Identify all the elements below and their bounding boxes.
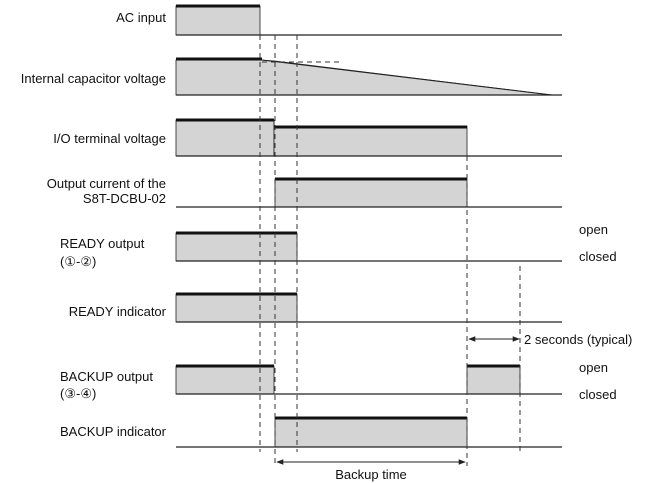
ac-input-waveform: [175, 4, 562, 36]
ready-output-label-2: (①-②): [60, 254, 96, 269]
capacitor-voltage-label: Internal capacitor voltage: [21, 71, 166, 86]
delay-label: 2 seconds (typical): [524, 332, 632, 347]
ready-closed-label: closed: [579, 249, 617, 264]
ready-output-waveform: [175, 231, 562, 262]
backup-closed-label: closed: [579, 387, 617, 402]
capacitor-voltage-waveform: [175, 57, 562, 96]
timing-markers: [259, 35, 521, 466]
ac-input-label: AC input: [116, 10, 166, 25]
backup-output-label-2: (③-④): [60, 386, 96, 401]
output-current-label-1: Output current of the: [47, 176, 166, 191]
ready-open-label: open: [579, 222, 608, 237]
backup-indicator-label: BACKUP indicator: [60, 424, 167, 439]
io-voltage-label: I/O terminal voltage: [53, 131, 166, 146]
output-current-label-2: S8T-DCBU-02: [83, 191, 166, 206]
backup-open-label: open: [579, 360, 608, 375]
ready-indicator-label: READY indicator: [69, 304, 167, 319]
output-current-waveform: [176, 177, 562, 208]
backup-output-waveform: [175, 364, 562, 395]
io-voltage-waveform: [175, 118, 562, 157]
backup-indicator-waveform: [176, 416, 562, 448]
backup-time-label: Backup time: [335, 467, 407, 482]
ready-output-label-1: READY output: [60, 236, 145, 251]
backup-output-label-1: BACKUP output: [60, 369, 153, 384]
ready-indicator-waveform: [175, 292, 562, 323]
